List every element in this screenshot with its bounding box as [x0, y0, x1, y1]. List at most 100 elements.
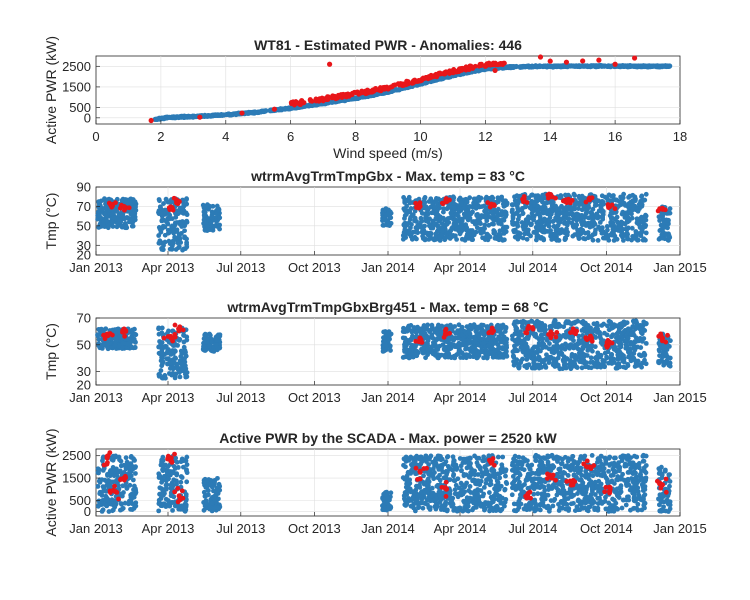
panel-power-curve: WT81 - Estimated PWR - Anomalies: 446 Wi… [43, 36, 687, 161]
data-point [497, 345, 502, 350]
data-point [409, 236, 415, 242]
data-point [176, 114, 182, 120]
panel-title: wtrmAvgTrmTmpGbxBrg451 - Max. temp = 68 … [226, 299, 548, 315]
anomaly-point [355, 89, 360, 95]
data-point [111, 215, 117, 221]
data-point [217, 222, 223, 228]
anomaly-point [537, 54, 544, 60]
data-point [491, 221, 496, 227]
anomaly-point [327, 61, 333, 67]
data-point [515, 338, 521, 344]
data-point [454, 226, 460, 232]
data-point [625, 326, 631, 332]
data-point [542, 229, 548, 235]
data-point [473, 337, 479, 343]
anomaly-point [587, 335, 593, 341]
data-point [488, 339, 494, 345]
data-point [504, 200, 510, 206]
data-point [124, 215, 130, 221]
data-point [98, 215, 104, 221]
data-point [554, 345, 560, 351]
data-point [442, 235, 448, 241]
data-point [526, 362, 532, 368]
anomaly-point [401, 82, 407, 88]
x-tick-label: 4 [222, 129, 229, 144]
anomaly-point [442, 71, 448, 77]
data-point [159, 325, 165, 331]
data-point [639, 193, 645, 199]
data-point [473, 229, 479, 235]
anomaly-point [113, 200, 118, 206]
data-point [429, 322, 435, 328]
data-point [166, 228, 172, 234]
anomaly-point [239, 110, 245, 116]
data-point [433, 231, 439, 237]
data-point [413, 225, 419, 231]
data-point [120, 345, 125, 351]
data-point [496, 324, 502, 330]
data-point [576, 235, 582, 241]
anomaly-point [122, 333, 128, 339]
data-point [478, 230, 484, 236]
data-point [96, 337, 102, 342]
data-point [608, 319, 614, 325]
data-point [454, 212, 459, 218]
data-point [485, 336, 491, 342]
anomaly-point [121, 328, 127, 334]
data-point [224, 111, 231, 118]
data-point [454, 237, 459, 242]
data-point [581, 357, 587, 363]
data-point [131, 336, 137, 342]
anomaly-point [530, 326, 536, 332]
data-point [555, 63, 561, 69]
data-point [645, 63, 651, 70]
data-point [166, 328, 171, 334]
data-point [404, 222, 410, 228]
data-point [556, 211, 562, 217]
data-point [544, 221, 549, 227]
data-point [585, 326, 591, 332]
data-point [496, 237, 502, 243]
data-point [574, 345, 579, 350]
anomaly-point [307, 97, 313, 103]
data-point [182, 114, 189, 120]
data-point [441, 347, 447, 353]
data-point [162, 352, 167, 357]
data-point [496, 354, 502, 360]
anomaly-point [659, 335, 666, 341]
data-point [217, 215, 223, 221]
data-point [574, 365, 580, 370]
data-point [213, 342, 219, 347]
data-point [207, 343, 213, 349]
data-point [103, 326, 109, 332]
data-point [119, 223, 125, 229]
data-point [633, 318, 639, 324]
data-point [665, 63, 671, 69]
data-point [509, 202, 515, 208]
data-point [581, 219, 587, 225]
data-point [330, 99, 336, 105]
anomaly-point [346, 93, 352, 99]
y-tick-label: 70 [77, 311, 91, 326]
data-point [566, 219, 572, 225]
data-point [407, 200, 413, 206]
data-point [413, 348, 419, 354]
data-point [598, 354, 603, 360]
data-point [448, 322, 453, 328]
anomaly-point [580, 58, 586, 64]
data-point [642, 217, 647, 222]
data-point [525, 63, 532, 69]
data-point [420, 348, 426, 354]
data-point [456, 322, 462, 328]
y-axis-label: Active PWR (kW) [43, 36, 59, 144]
data-point [659, 232, 665, 238]
data-point [409, 329, 415, 335]
data-point [182, 347, 188, 353]
data-point [617, 343, 623, 349]
anomaly-point [659, 205, 666, 211]
anomaly-point [426, 74, 432, 79]
x-tick-label: 6 [287, 129, 294, 144]
data-point [551, 224, 557, 229]
data-point [570, 63, 576, 69]
data-point [516, 364, 521, 370]
